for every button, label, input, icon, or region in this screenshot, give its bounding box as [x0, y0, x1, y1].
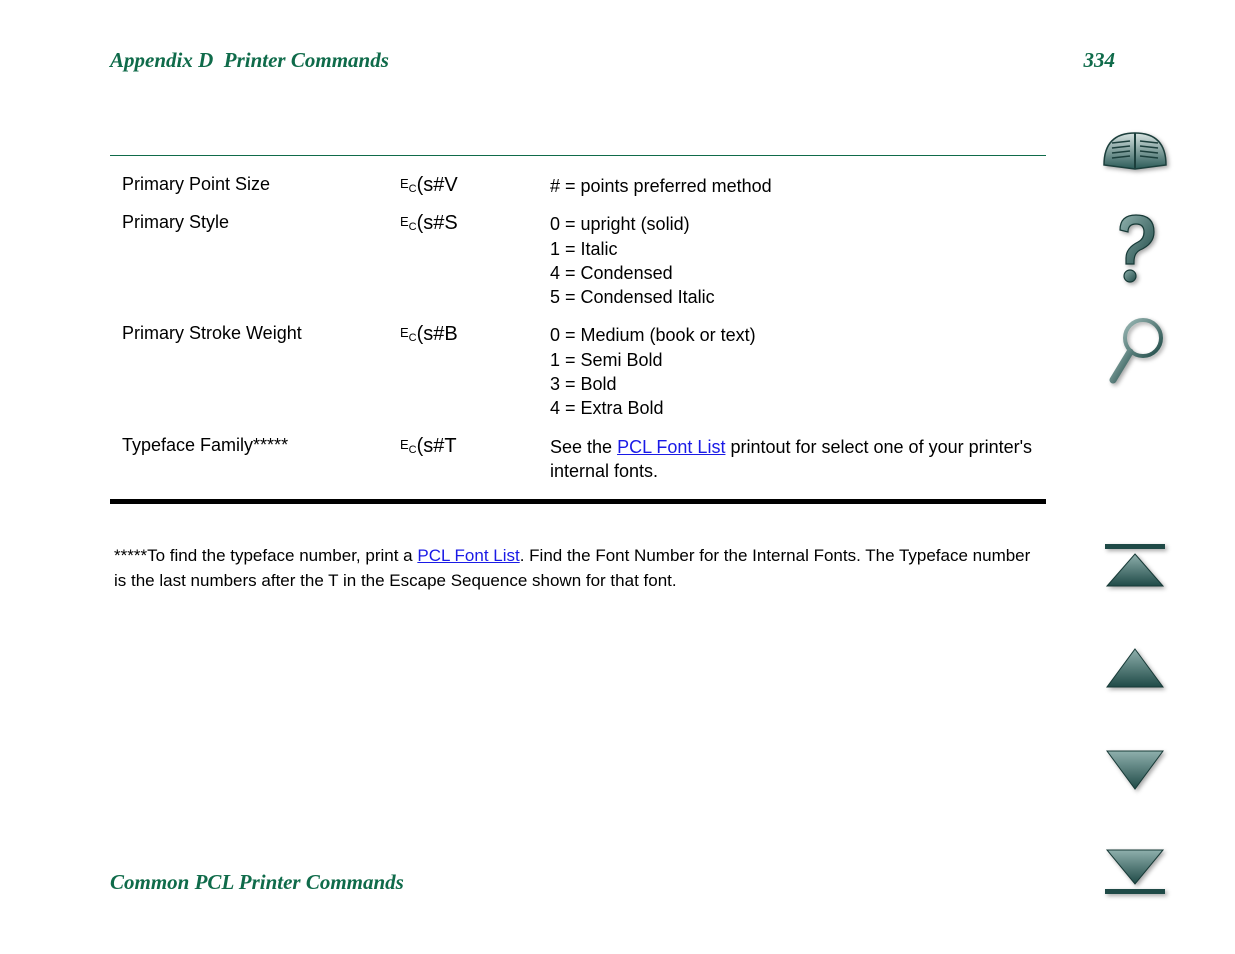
page-header-left: Appendix D Printer Commands	[110, 48, 389, 73]
esc-suffix: (s#B	[417, 323, 458, 345]
row-label: Primary Stroke Weight	[110, 323, 400, 344]
help-button[interactable]	[1100, 222, 1170, 282]
table-row: Primary Point Size EC(s#V # = points pre…	[110, 160, 1046, 208]
table-row: Primary Style EC(s#S 0 = upright (solid)…	[110, 208, 1046, 319]
footnote: *****To find the typeface number, print …	[110, 544, 1046, 593]
triangle-up-icon	[1105, 647, 1165, 694]
row-desc-pre: See the	[550, 437, 617, 457]
row-escape-code: EC(s#S	[400, 212, 550, 235]
esc-suffix: (s#V	[417, 174, 458, 196]
question-icon	[1108, 212, 1163, 292]
row-description: 0 = upright (solid) 1 = Italic 4 = Conde…	[550, 212, 1046, 309]
table-bottom-rule	[110, 499, 1046, 504]
esc-suffix: (s#T	[417, 435, 457, 457]
prev-page-button[interactable]	[1100, 640, 1170, 700]
chapter-label: Appendix D	[110, 48, 213, 72]
search-button[interactable]	[1100, 324, 1170, 384]
page-number: 334	[1084, 48, 1116, 73]
go-to-bottom-icon	[1103, 848, 1167, 901]
table-row: Typeface Family***** EC(s#T See the PCL …	[110, 431, 1046, 494]
footnote-pre: *****To find the typeface number, print …	[114, 546, 417, 565]
triangle-down-icon	[1105, 749, 1165, 796]
row-label: Typeface Family*****	[110, 435, 400, 456]
table-top-rule	[110, 155, 1046, 156]
toc-button[interactable]	[1100, 120, 1170, 180]
magnifier-icon	[1105, 316, 1165, 393]
table-row: Primary Stroke Weight EC(s#B 0 = Medium …	[110, 319, 1046, 430]
row-description: # = points preferred method	[550, 174, 1046, 198]
row-escape-code: EC(s#V	[400, 174, 550, 197]
esc-suffix: (s#S	[417, 212, 458, 234]
section-footer-title: Common PCL Printer Commands	[110, 870, 404, 895]
first-page-button[interactable]	[1100, 538, 1170, 598]
row-label: Primary Point Size	[110, 174, 400, 195]
go-to-top-icon	[1103, 542, 1167, 595]
footnote-link[interactable]: PCL Font List	[417, 546, 519, 565]
row-escape-code: EC(s#T	[400, 435, 550, 458]
row-escape-code: EC(s#B	[400, 323, 550, 346]
row-description: 0 = Medium (book or text) 1 = Semi Bold …	[550, 323, 1046, 420]
row-label: Primary Style	[110, 212, 400, 233]
content-area: Primary Point Size EC(s#V # = points pre…	[110, 155, 1046, 594]
pcl-font-list-link[interactable]: PCL Font List	[617, 437, 725, 457]
last-page-button[interactable]	[1100, 844, 1170, 904]
next-page-button[interactable]	[1100, 742, 1170, 802]
chapter-title: Printer Commands	[224, 48, 389, 72]
row-description: See the PCL Font List printout for selec…	[550, 435, 1046, 484]
nav-sidebar	[1095, 120, 1175, 904]
book-icon	[1100, 123, 1170, 178]
